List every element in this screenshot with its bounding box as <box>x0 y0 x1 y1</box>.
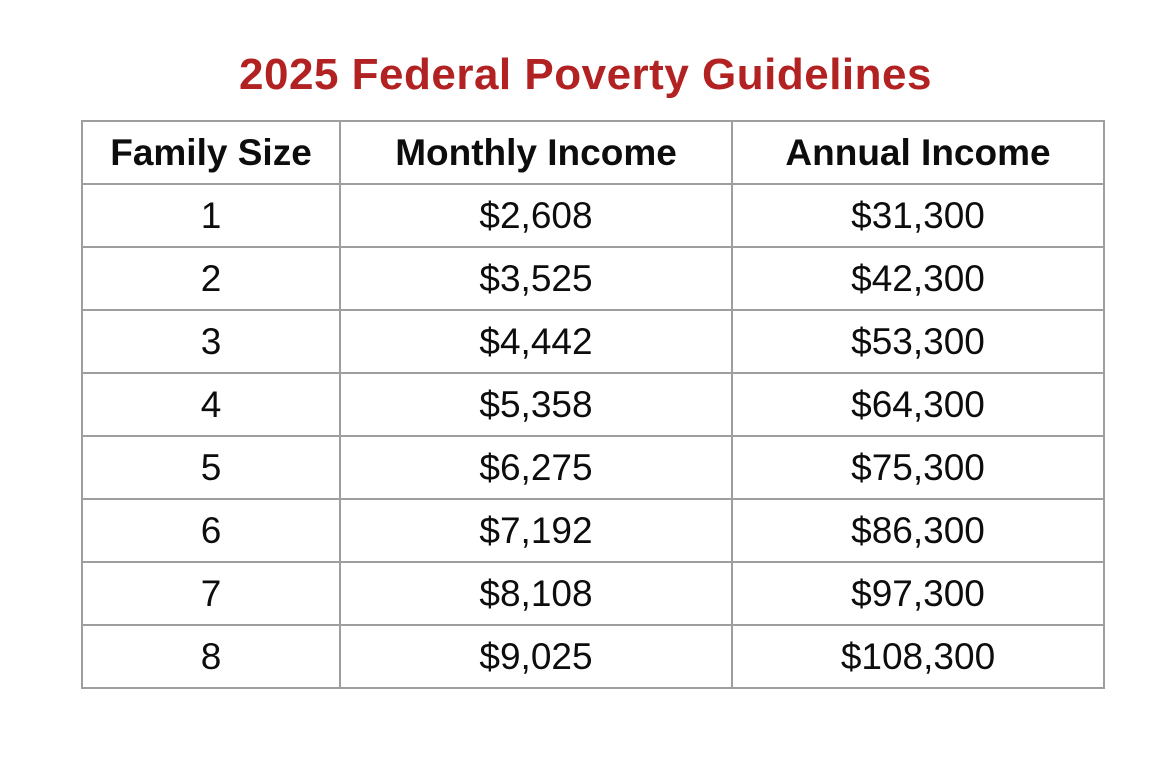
cell-annual-income: $108,300 <box>731 624 1105 689</box>
cell-annual-income: $75,300 <box>731 435 1105 500</box>
cell-family-size: 6 <box>81 498 341 563</box>
table-row: 2 $3,525 $42,300 <box>81 246 1105 311</box>
table-row: 1 $2,608 $31,300 <box>81 183 1105 248</box>
column-header-family-size: Family Size <box>81 120 341 185</box>
table-header-row: Family Size Monthly Income Annual Income <box>81 120 1105 185</box>
cell-annual-income: $42,300 <box>731 246 1105 311</box>
cell-family-size: 1 <box>81 183 341 248</box>
cell-annual-income: $53,300 <box>731 309 1105 374</box>
cell-annual-income: $97,300 <box>731 561 1105 626</box>
table-row: 8 $9,025 $108,300 <box>81 624 1105 689</box>
cell-annual-income: $86,300 <box>731 498 1105 563</box>
cell-monthly-income: $9,025 <box>339 624 733 689</box>
poverty-guidelines-table: Family Size Monthly Income Annual Income… <box>81 120 1105 689</box>
column-header-monthly-income: Monthly Income <box>339 120 733 185</box>
cell-family-size: 3 <box>81 309 341 374</box>
cell-family-size: 7 <box>81 561 341 626</box>
cell-family-size: 2 <box>81 246 341 311</box>
table-row: 7 $8,108 $97,300 <box>81 561 1105 626</box>
table-row: 6 $7,192 $86,300 <box>81 498 1105 563</box>
cell-monthly-income: $6,275 <box>339 435 733 500</box>
table-row: 3 $4,442 $53,300 <box>81 309 1105 374</box>
column-header-annual-income: Annual Income <box>731 120 1105 185</box>
cell-monthly-income: $4,442 <box>339 309 733 374</box>
cell-monthly-income: $3,525 <box>339 246 733 311</box>
page-title: 2025 Federal Poverty Guidelines <box>239 50 932 99</box>
cell-monthly-income: $7,192 <box>339 498 733 563</box>
cell-monthly-income: $2,608 <box>339 183 733 248</box>
table-row: 4 $5,358 $64,300 <box>81 372 1105 437</box>
cell-annual-income: $31,300 <box>731 183 1105 248</box>
table-row: 5 $6,275 $75,300 <box>81 435 1105 500</box>
cell-annual-income: $64,300 <box>731 372 1105 437</box>
cell-monthly-income: $8,108 <box>339 561 733 626</box>
cell-family-size: 8 <box>81 624 341 689</box>
cell-family-size: 5 <box>81 435 341 500</box>
cell-family-size: 4 <box>81 372 341 437</box>
cell-monthly-income: $5,358 <box>339 372 733 437</box>
